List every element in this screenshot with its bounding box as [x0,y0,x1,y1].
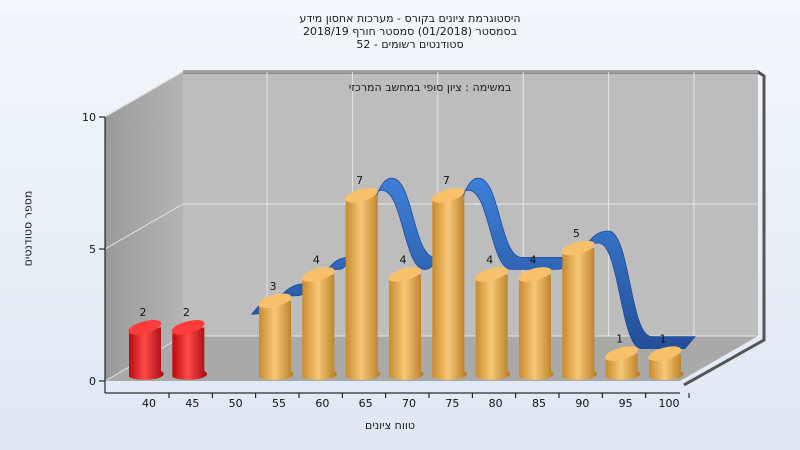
bar-body [302,274,337,380]
chart-title-line-2: בסמסטר (01/2018) סמסטר חורף 2018/19 [303,25,517,38]
bar-body [172,327,207,380]
bar-top [344,187,378,203]
bar-85: 4 [518,253,554,380]
x-tick-label: 65 [359,397,373,410]
bar-value-label: 2 [140,306,147,319]
bar-top [171,319,205,335]
grid-line-side [104,71,184,118]
y-tick-label: 0 [89,375,96,388]
bar-body [129,327,164,380]
bar-55: 3 [258,280,294,380]
bar-100: 1 [648,333,684,380]
x-tick-label: 80 [489,397,503,410]
bar-top [561,240,595,256]
bar-value-label: 3 [270,280,277,293]
bar-top [604,346,638,361]
bar-value-label: 4 [530,253,537,266]
x-tick-label: 40 [142,397,156,410]
bar-value-label: 2 [183,306,190,319]
grid-line-side [104,203,184,250]
bar-body [562,248,597,380]
bar-body [475,274,511,380]
distribution-curve [250,177,696,349]
bar-body [389,274,424,380]
y-axis-label: מספר סטודנטים [21,190,35,267]
chart-title-line-1: היסטוגרמת ציונים בקורס - מערכות אחסון מי… [299,12,521,25]
bar-value-label: 7 [443,174,450,187]
bar-body [259,300,294,380]
y-tick-label: 5 [89,243,96,256]
bar-value-label: 1 [660,333,667,346]
bar-value-label: 1 [616,333,623,346]
bar-top [258,293,292,309]
bar-75: 7 [431,174,467,380]
bar-65: 7 [344,174,381,380]
bar-value-label: 4 [313,253,320,266]
x-tick-label: 60 [315,397,329,410]
bar-80: 4 [474,253,511,380]
bar-body [519,274,554,380]
x-tick-label: 95 [619,397,633,410]
bar-top [431,187,465,203]
bar-top [128,319,162,335]
chart-inner-title: במשימה : ציון סופי במחשב המרכזי [348,81,512,94]
chart-title-line-3: סטודנטים רשומים - 52 [356,38,464,51]
bar-90: 5 [561,227,597,380]
bar-value-label: 5 [573,227,580,240]
bar-60: 4 [301,253,337,380]
bar-70: 4 [388,253,424,380]
x-tick-label: 85 [532,397,546,410]
x-tick-label: 50 [229,397,243,410]
bar-top [474,267,508,282]
bar-body [345,195,381,380]
bar-40: 2 [128,306,164,380]
bar-95: 1 [604,333,641,380]
bar-value-label: 4 [400,253,407,266]
bar-45: 2 [171,306,207,380]
x-tick-label: 75 [445,397,459,410]
x-tick-label: 100 [659,397,680,410]
x-axis-label: טווח ציונים [365,419,415,432]
y-tick-label: 10 [82,111,96,124]
bar-value-label: 7 [356,174,363,187]
bar-value-label: 4 [486,253,493,266]
bar-body [432,195,467,380]
bar-top [388,267,422,282]
x-tick-label: 70 [402,397,416,410]
x-tick-label: 45 [185,397,199,410]
bar-top [518,267,552,282]
bar-top [648,346,682,361]
x-tick-label: 55 [272,397,286,410]
bar-top [301,267,335,282]
x-tick-label: 90 [575,397,589,410]
